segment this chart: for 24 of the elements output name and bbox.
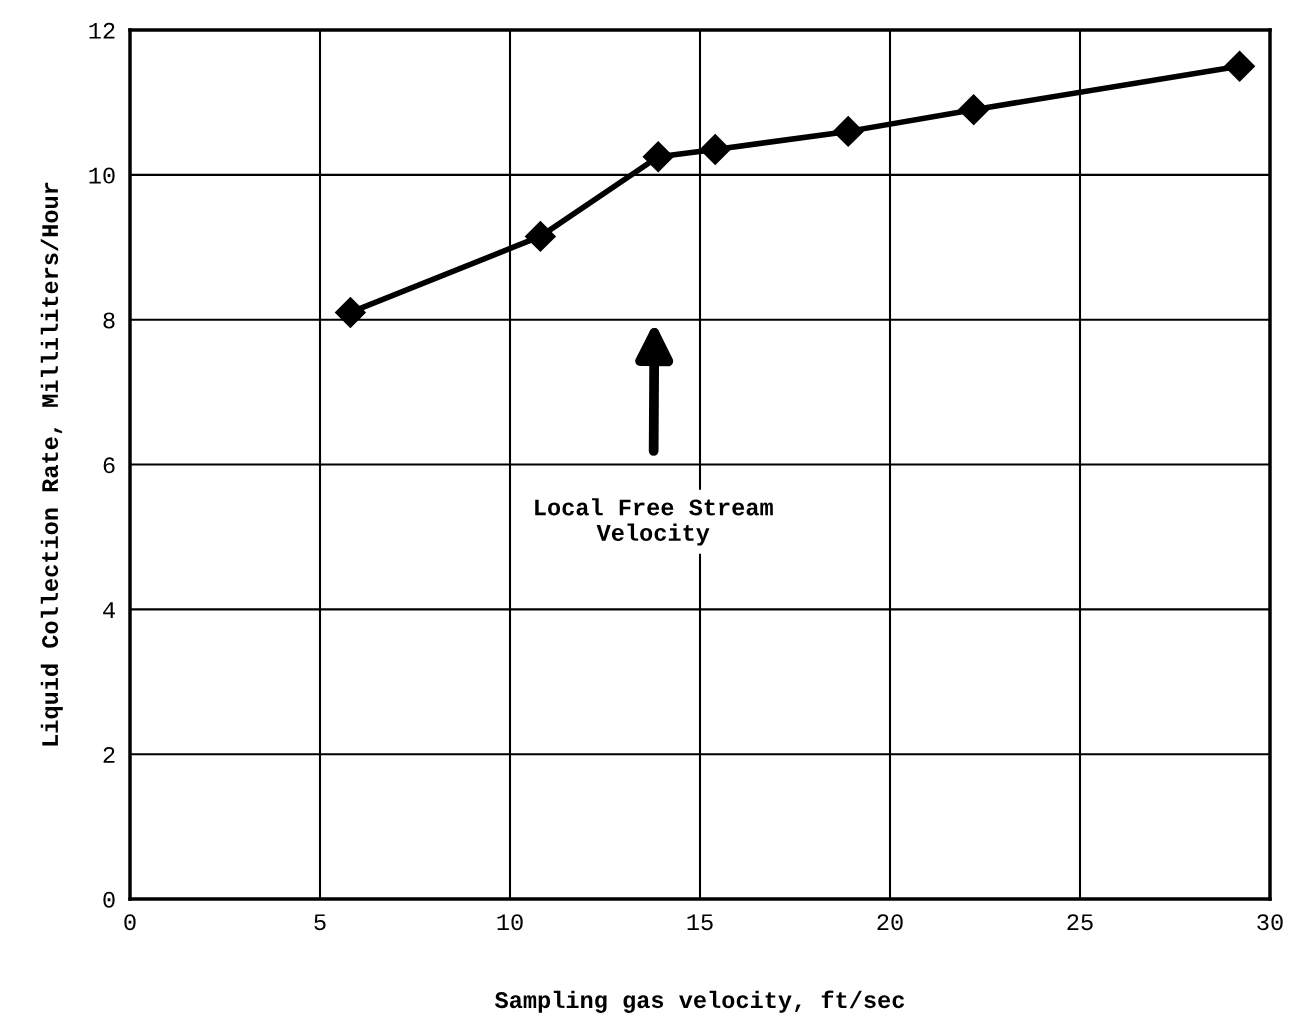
x-tick-label: 15 [687, 914, 713, 931]
y-tick-label: 12 [89, 22, 115, 39]
point [699, 134, 731, 165]
x-axis-title: Sampling gas velocity, ft/sec [494, 990, 905, 1013]
x-tick-label: 20 [877, 914, 903, 931]
point [832, 115, 864, 147]
x-tick-label: 30 [1257, 914, 1283, 931]
y-tick-label: 8 [103, 312, 115, 329]
point [524, 220, 556, 252]
x-tick-label: 0 [124, 914, 136, 931]
point [642, 141, 674, 173]
point [334, 296, 366, 328]
point [958, 94, 990, 126]
x-tick-label: 25 [1067, 914, 1093, 931]
annotation: Local Free Stream Velocity [535, 498, 773, 546]
y-axis-title: Liquid Collection Rate, Milliliters/Hour [40, 182, 63, 746]
point [1224, 50, 1256, 82]
y-tick-label: 6 [103, 457, 115, 474]
y-tick-label: 2 [103, 746, 115, 763]
x-tick-label: 10 [497, 914, 523, 931]
y-tick-label: 4 [103, 602, 115, 618]
y-tick-label: 0 [103, 891, 115, 908]
x-tick-label: 5 [314, 914, 326, 931]
y-tick-label: 10 [89, 167, 115, 184]
